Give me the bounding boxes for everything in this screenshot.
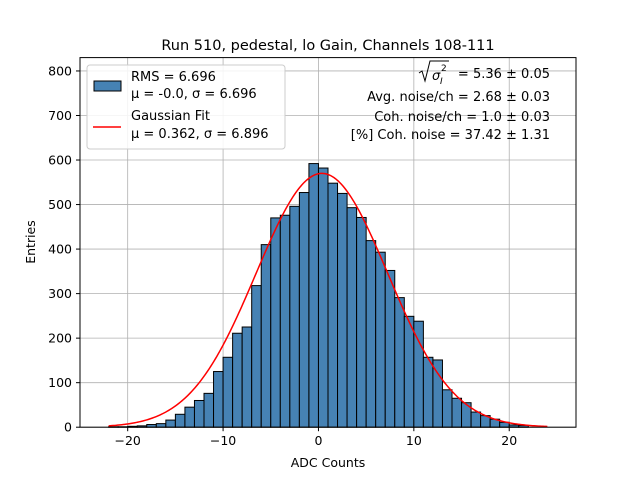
legend-histogram-label: RMS = 6.696 [131, 70, 216, 85]
gaussian-fit-curve [108, 172, 548, 428]
legend-fit-label: Gaussian Fit [131, 109, 210, 124]
histogram-bar [384, 269, 396, 428]
histogram-bar [251, 285, 262, 428]
legend-histogram-swatch [93, 80, 122, 92]
histogram-bar [441, 389, 453, 428]
histogram-bar [203, 392, 215, 428]
x-tick-label: 10 [406, 433, 422, 448]
svg-text:2: 2 [441, 64, 447, 74]
coh-noise-annotation: Coh. noise/ch = 1.0 ± 0.03 [374, 110, 550, 125]
svg-text:I: I [440, 77, 443, 87]
legend: RMS = 6.696 μ = -0.0, σ = 6.696 Gaussian… [86, 64, 286, 150]
histogram-bar [308, 163, 319, 428]
y-axis-label: Entries [23, 220, 38, 264]
noise-annotations: σ I 2 = 5.36 ± 0.05 Avg. noise/ch = 2.68… [351, 60, 550, 143]
x-axis-label: ADC Counts [291, 455, 366, 470]
histogram-bar [270, 217, 281, 428]
y-tick-label: 400 [48, 242, 72, 257]
y-tick-label: 500 [48, 197, 72, 212]
y-tick-label: 0 [64, 420, 72, 435]
sqrt-sigma-symbol: σ I 2 [418, 60, 449, 87]
histogram-bar [403, 315, 415, 428]
histogram-bar [289, 205, 300, 428]
histogram-bar [432, 359, 443, 428]
histogram-bar [279, 214, 291, 428]
histogram-bar [413, 320, 424, 428]
y-tick-label: 100 [48, 375, 72, 390]
svg-text:σ: σ [432, 69, 441, 84]
y-tick-label: 600 [48, 153, 72, 168]
coh-noise-percent-annotation: [%] Coh. noise = 37.42 ± 1.31 [351, 128, 550, 143]
chart-title: Run 510, pedestal, lo Gain, Channels 108… [161, 38, 494, 54]
histogram-bar [260, 244, 272, 428]
legend-box [86, 64, 286, 150]
x-tick-label: −20 [114, 433, 140, 448]
x-tick-label: 0 [314, 433, 322, 448]
histogram-bar [346, 207, 358, 428]
y-tick-label: 700 [48, 108, 72, 123]
histogram-bar [222, 356, 234, 428]
y-tick-label: 800 [48, 63, 72, 78]
histogram-bar [298, 192, 310, 428]
x-tick-label: −10 [210, 433, 236, 448]
histogram-bar [451, 397, 463, 428]
histogram-bar [184, 406, 195, 428]
y-tick-label: 200 [48, 331, 72, 346]
sqrt-sigma-value: = 5.36 ± 0.05 [458, 67, 550, 82]
histogram-bar [394, 297, 405, 428]
x-axis-ticks: −20 −10 0 10 20 [114, 427, 517, 448]
avg-noise-annotation: Avg. noise/ch = 2.68 ± 0.03 [367, 90, 550, 105]
histogram-bar [165, 419, 176, 428]
histogram-bar [193, 399, 205, 428]
histogram-bar [356, 216, 367, 428]
legend-fit-stats: μ = 0.362, σ = 6.896 [131, 127, 269, 142]
histogram-bar [317, 167, 329, 428]
histogram-bar [241, 326, 253, 428]
y-axis-ticks: 0 100 200 300 400 500 600 700 800 [48, 63, 80, 435]
histogram-bar [422, 356, 434, 428]
histogram-bar [327, 182, 339, 428]
histogram-bar [375, 251, 386, 428]
y-tick-label: 300 [48, 286, 72, 301]
histogram-bar [155, 423, 167, 428]
histogram-bar [337, 192, 348, 428]
histogram-bar [470, 411, 482, 428]
histogram-bar [232, 332, 243, 428]
legend-histogram-stats: μ = -0.0, σ = 6.696 [131, 87, 257, 102]
x-tick-label: 20 [501, 433, 517, 448]
histogram-bar [213, 371, 224, 428]
plot-frame [79, 57, 577, 428]
histogram-bar [365, 240, 377, 428]
histogram-bar [174, 413, 186, 428]
